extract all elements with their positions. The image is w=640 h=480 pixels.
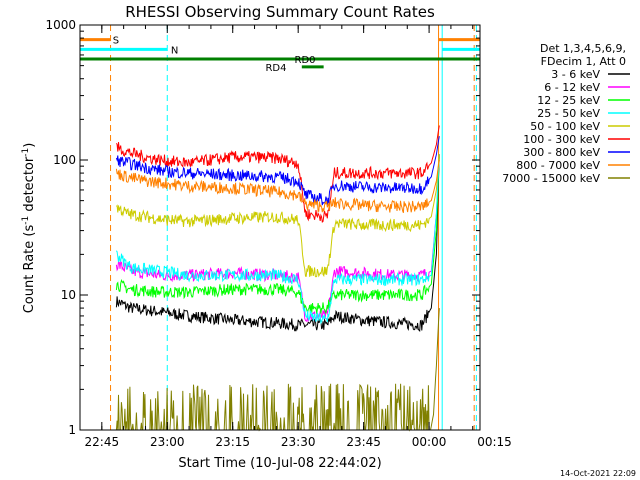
legend-label-0: 3 - 6 keV — [551, 68, 600, 81]
legend-label-4: 50 - 100 keV — [530, 120, 600, 133]
legend-label-2: 12 - 25 keV — [537, 94, 600, 107]
x-tick-label: 23:00 — [150, 435, 185, 449]
attenuator-labels: S N RD0 RD4 — [113, 36, 316, 74]
series-line-2 — [115, 154, 440, 315]
axes: 1 10 100 1000 22:45 23:00 23:15 23:30 23:45 00:00… — [45, 18, 511, 449]
series-line-7 — [115, 159, 440, 213]
legend-label-1: 6 - 12 keV — [544, 81, 600, 94]
series-line-4 — [116, 154, 440, 278]
x-tick-label: 22:45 — [85, 435, 120, 449]
y-axis-label-end: ) — [22, 143, 37, 148]
y-axis-label-main: Count Rate (s — [22, 225, 37, 314]
series-line-3 — [115, 154, 440, 325]
y-axis-label: Count Rate (s-1 detector-1) — [21, 143, 37, 314]
legend-label-7: 800 - 7000 keV — [516, 159, 600, 172]
chart-title: RHESSI Observing Summary Count Rates — [125, 3, 435, 21]
attenuator-label-rd0: RD0 — [295, 55, 316, 66]
legend-label-5: 100 - 300 keV — [523, 133, 600, 146]
plot-frame — [79, 24, 481, 431]
x-tick-label: 23:30 — [281, 435, 316, 449]
series-line-0 — [115, 154, 440, 333]
y-tick-label: 10 — [61, 288, 76, 302]
legend-label-6: 300 - 800 keV — [523, 146, 600, 159]
y-axis-label-mid: detector — [22, 156, 37, 216]
legend-header-line-1: Det 1,3,4,5,6,9, — [540, 42, 626, 55]
series-line-6 — [115, 136, 440, 207]
y-tick-label: 1000 — [45, 18, 76, 32]
legend-label-8: 7000 - 15000 keV — [502, 172, 600, 185]
y-tick-label: 1 — [68, 423, 76, 437]
x-tick-label: 00:15 — [477, 435, 512, 449]
attenuator-label-rd4: RD4 — [265, 63, 286, 74]
x-tick-label: 23:15 — [215, 435, 250, 449]
x-tick-label: 23:45 — [346, 435, 381, 449]
legend-label-3: 25 - 50 keV — [537, 107, 600, 120]
x-tick-label: 00:00 — [412, 435, 447, 449]
attenuator-label-s: S — [113, 36, 119, 47]
plot-lines — [79, 25, 480, 432]
legend-header-line-2: FDecim 1, Att 0 — [541, 55, 626, 68]
y-axis-label-sup2: -1 — [21, 148, 31, 157]
x-axis-label: Start Time (10-Jul-08 22:44:02) — [178, 456, 381, 471]
generation-timestamp: 14-Oct-2021 22:09 — [560, 469, 636, 478]
legend: Det 1,3,4,5,6,9, FDecim 1, Att 0 3 - 6 k… — [502, 42, 630, 185]
y-tick-label: 100 — [53, 153, 76, 167]
y-axis-label-sup1: -1 — [21, 216, 31, 225]
series-line-5 — [115, 125, 440, 223]
attenuator-label-n: N — [171, 45, 178, 56]
